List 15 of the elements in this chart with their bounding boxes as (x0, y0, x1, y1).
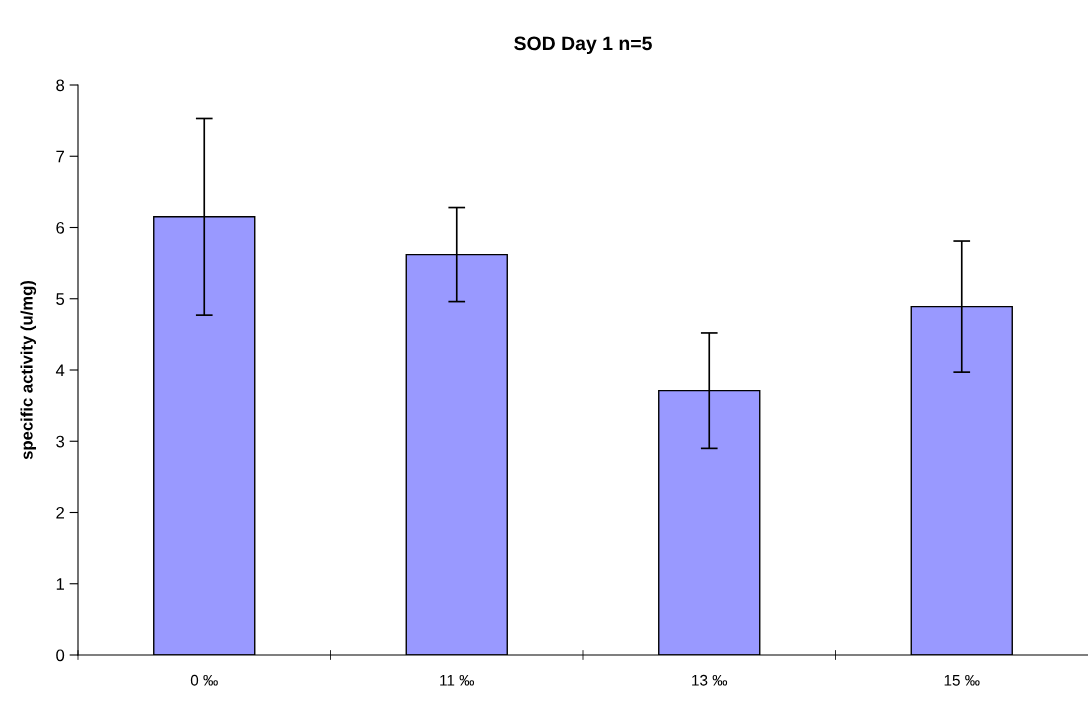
x-tick-label: 15 ‰ (944, 674, 980, 686)
y-tick-label: 4 (55, 364, 65, 377)
y-axis-title: specific activity (u/mg) (20, 280, 37, 460)
y-tick-label: 7 (56, 150, 64, 163)
y-tick-label: 0 (56, 649, 65, 662)
y-tick-label: 2 (56, 506, 64, 519)
x-tick-label: 13 ‰ (692, 674, 728, 686)
y-tick-label: 3 (56, 435, 65, 448)
y-tick-label: 5 (56, 293, 65, 305)
x-tick-label: 0 ‰ (190, 674, 218, 686)
y-tick-label: 1 (56, 578, 64, 590)
y-tick-label: 6 (56, 221, 65, 234)
y-tick-label: 8 (56, 79, 65, 92)
x-tick-label: 11 ‰ (440, 674, 475, 686)
chart-title: SOD Day 1 n=5 (514, 36, 652, 55)
